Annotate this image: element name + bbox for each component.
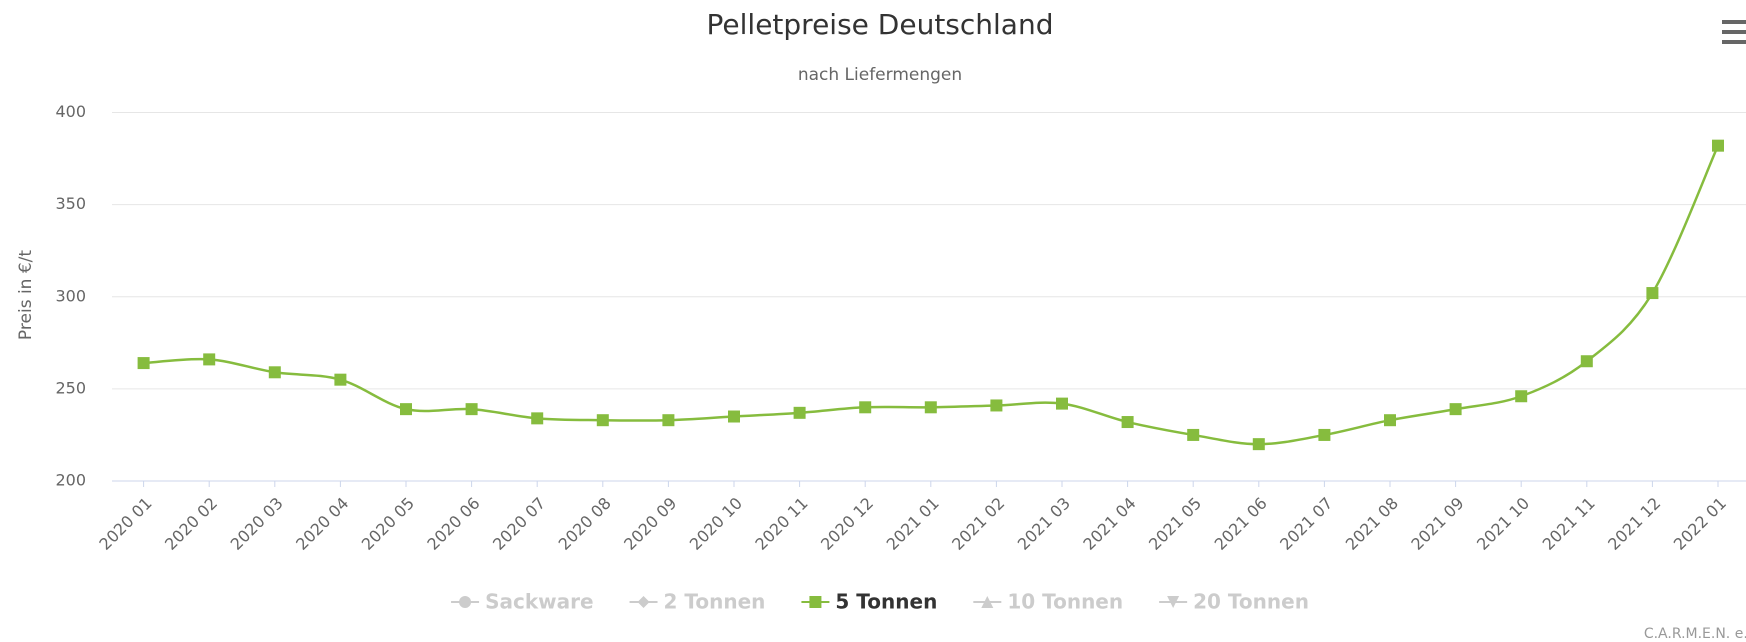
data-point [1056, 397, 1068, 410]
menu-bar [1722, 30, 1746, 34]
legend-label: 5 Tonnen [835, 590, 937, 614]
data-point [1580, 355, 1593, 368]
y-tick-label: 400 [55, 102, 86, 121]
y-tick-label: 350 [55, 194, 86, 213]
y-tick-label: 250 [55, 378, 86, 397]
data-point [662, 414, 675, 427]
data-point [1712, 139, 1724, 152]
data-point [1384, 414, 1396, 427]
data-point [1187, 428, 1200, 441]
chart-subtitle: nach Liefermengen [798, 65, 962, 85]
data-point [203, 353, 216, 366]
data-point [1252, 438, 1265, 451]
legend: Sackware 2 Tonnen 5 Tonnen 10 Tonnen 20 Tonn… [451, 590, 1309, 614]
data-point [1449, 403, 1462, 416]
data-point [990, 399, 1003, 412]
data-point [728, 410, 740, 423]
legend-label: 20 Tonnen [1193, 590, 1309, 614]
data-point [1121, 416, 1134, 429]
data-point [596, 414, 609, 427]
legend-item[interactable]: 2 Tonnen [629, 590, 766, 614]
legend-symbol [1167, 596, 1180, 608]
data-point [1318, 428, 1331, 441]
legend-symbol [637, 596, 650, 608]
menu-bar [1722, 20, 1746, 24]
legend-symbol [981, 596, 994, 608]
data-point [465, 403, 478, 416]
chart-title: Pelletpreise Deutschland [707, 8, 1054, 41]
data-point [400, 403, 412, 416]
credits[interactable]: C.A.R.M.E.N. e.V. [1644, 626, 1746, 642]
legend-symbol [459, 596, 472, 608]
legend-label: 10 Tonnen [1007, 590, 1123, 614]
data-point [137, 357, 150, 370]
legend-item[interactable]: 10 Tonnen [973, 590, 1123, 614]
y-tick-label: 300 [55, 286, 86, 305]
data-point [1646, 287, 1659, 300]
legend-item[interactable]: 20 Tonnen [1159, 590, 1309, 614]
data-point [334, 373, 347, 386]
data-point [1515, 390, 1528, 403]
data-point [924, 401, 937, 414]
menu-button[interactable] [1722, 20, 1746, 44]
menu-bar [1722, 40, 1746, 44]
legend-item[interactable]: 5 Tonnen [801, 590, 937, 614]
data-point [859, 401, 872, 414]
legend-symbol [809, 596, 822, 608]
y-tick-label: 200 [55, 471, 86, 490]
data-point [793, 406, 806, 419]
y-axis-title: Preis in €/t [16, 250, 36, 340]
legend-label: 2 Tonnen [664, 590, 766, 614]
data-point [531, 412, 544, 425]
legend-item[interactable]: Sackware [451, 590, 594, 614]
legend-label: Sackware [485, 590, 593, 614]
data-point [268, 366, 281, 379]
